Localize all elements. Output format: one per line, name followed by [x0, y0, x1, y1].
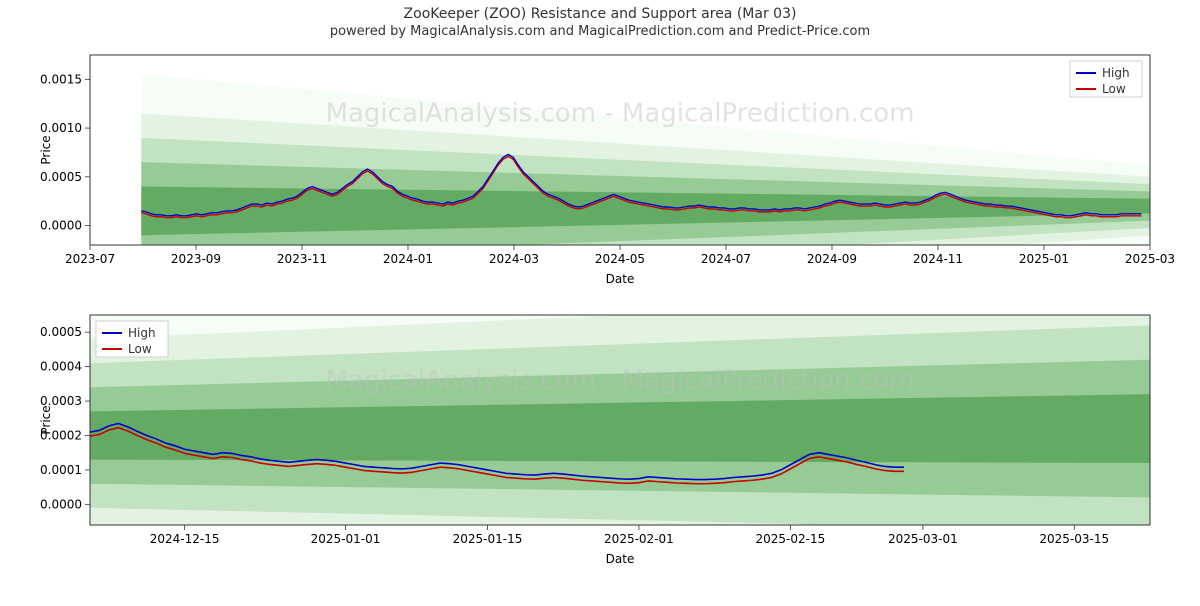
top-chart-container: MagicalAnalysis.com - MagicalPrediction.… — [70, 45, 1160, 295]
y-tick-label: 0.0015 — [40, 72, 82, 86]
bottom-chart: MagicalAnalysis.com - MagicalPrediction.… — [70, 305, 1160, 575]
x-tick-label: 2025-03-01 — [888, 532, 958, 546]
y-axis-label: Price — [39, 405, 53, 434]
x-tick-label: 2023-07 — [65, 252, 115, 266]
x-tick-label: 2024-11 — [913, 252, 963, 266]
y-tick-label: 0.0005 — [40, 325, 82, 339]
x-tick-label: 2025-01-01 — [311, 532, 381, 546]
watermark-text: MagicalAnalysis.com - MagicalPrediction.… — [326, 366, 915, 396]
x-tick-label: 2025-01-15 — [453, 532, 523, 546]
x-tick-label: 2024-03 — [489, 252, 539, 266]
x-tick-label: 2025-02-01 — [604, 532, 674, 546]
x-tick-label: 2024-09 — [807, 252, 857, 266]
watermark-text: MagicalAnalysis.com - MagicalPrediction.… — [326, 99, 915, 129]
legend-label: Low — [1102, 82, 1126, 96]
y-tick-label: 0.0010 — [40, 121, 82, 135]
x-tick-label: 2025-02-15 — [755, 532, 825, 546]
chart-title: ZooKeeper (ZOO) Resistance and Support a… — [0, 6, 1200, 22]
x-tick-label: 2023-11 — [277, 252, 327, 266]
y-tick-label: 0.0004 — [40, 360, 82, 374]
legend-label: High — [128, 326, 156, 340]
y-axis-label: Price — [39, 135, 53, 164]
x-tick-label: 2024-05 — [595, 252, 645, 266]
x-axis-label: Date — [606, 552, 635, 566]
y-tick-label: 0.0000 — [40, 219, 82, 233]
x-tick-label: 2025-03-15 — [1039, 532, 1109, 546]
legend: High Low — [96, 321, 168, 357]
x-tick-label: 2025-01 — [1019, 252, 1069, 266]
bottom-chart-container: MagicalAnalysis.com - MagicalPrediction.… — [70, 305, 1160, 575]
legend-label: High — [1102, 66, 1130, 80]
y-tick-label: 0.0005 — [40, 170, 82, 184]
x-tick-label: 2024-01 — [383, 252, 433, 266]
y-tick-label: 0.0001 — [40, 463, 82, 477]
x-tick-label: 2024-12-15 — [150, 532, 220, 546]
y-tick-label: 0.0000 — [40, 497, 82, 511]
x-tick-label: 2024-07 — [701, 252, 751, 266]
legend-label: Low — [128, 342, 152, 356]
x-tick-label: 2025-03 — [1125, 252, 1175, 266]
x-tick-label: 2023-09 — [171, 252, 221, 266]
top-chart: MagicalAnalysis.com - MagicalPrediction.… — [70, 45, 1160, 295]
legend: High Low — [1070, 61, 1142, 97]
x-axis-label: Date — [606, 272, 635, 286]
chart-subtitle: powered by MagicalAnalysis.com and Magic… — [0, 24, 1200, 39]
